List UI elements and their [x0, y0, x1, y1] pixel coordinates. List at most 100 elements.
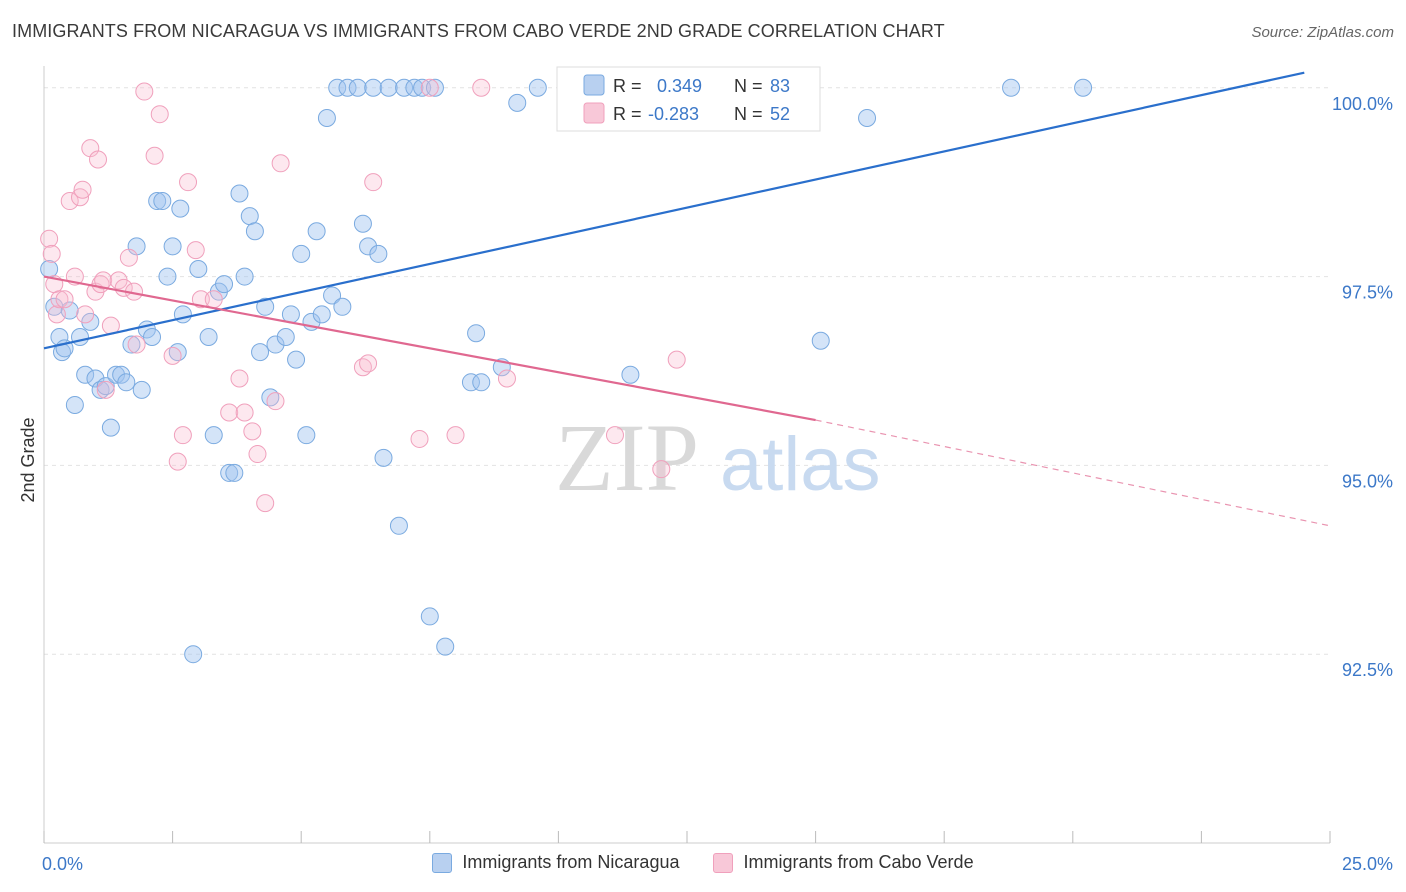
caboverde-point	[256, 494, 275, 513]
watermark-zip: ZIP	[555, 404, 699, 511]
nicaragua-point	[235, 267, 254, 286]
nicaragua-point	[230, 184, 249, 203]
legend-swatch-caboverde-bottom	[713, 852, 734, 873]
caboverde-point	[497, 369, 516, 388]
nicaragua-point	[1074, 78, 1093, 97]
chart-title: IMMIGRANTS FROM NICARAGUA VS IMMIGRANTS …	[12, 21, 945, 41]
legend-r-label-1: R =	[613, 76, 642, 96]
watermark-atlas: atlas	[720, 422, 881, 507]
y-tick-label: 97.5%	[1342, 283, 1393, 303]
caboverde-point	[667, 350, 686, 369]
caboverde-point	[271, 154, 290, 173]
caboverde-point	[55, 290, 74, 309]
nicaragua-point	[86, 369, 105, 388]
nicaragua-point	[199, 327, 218, 346]
caboverde-point	[135, 82, 154, 101]
legend-r-label-2: R =	[613, 104, 642, 124]
nicaragua-point	[189, 260, 208, 279]
nicaragua-point	[122, 335, 141, 354]
nicaragua-point	[374, 448, 393, 467]
legend-swatch-nicaragua	[583, 74, 605, 96]
caboverde-point	[186, 241, 205, 260]
nicaragua-point	[292, 244, 311, 263]
legend-box: R = 0.349 N = 83 R = -0.283 N = 52	[556, 66, 821, 132]
nicaragua-point	[266, 335, 285, 354]
nicaragua-point	[472, 373, 491, 392]
caboverde-point	[127, 335, 146, 354]
nicaragua-point	[307, 222, 326, 241]
nicaragua-point	[811, 331, 830, 350]
nicaragua-point	[348, 78, 367, 97]
nicaragua-point	[425, 78, 444, 97]
nicaragua-point	[96, 377, 115, 396]
legend-n-label-2: N =	[734, 104, 763, 124]
caboverde-point	[230, 369, 249, 388]
caboverde-point	[472, 78, 491, 97]
nicaragua-point	[369, 244, 388, 263]
caboverde-point	[173, 426, 192, 445]
nicaragua-point	[251, 343, 270, 362]
caboverde-point	[266, 392, 285, 411]
nicaragua-point	[359, 237, 378, 256]
nicaragua-point	[287, 350, 306, 369]
nicaragua-point	[71, 327, 90, 346]
caboverde-point	[96, 380, 115, 399]
nicaragua-point	[107, 365, 126, 384]
caboverde-point	[71, 188, 90, 207]
nicaragua-point	[528, 78, 547, 97]
legend-r-value-1: 0.349	[657, 76, 702, 96]
source-label: Source: ZipAtlas.com	[1251, 24, 1394, 41]
nicaragua-point	[153, 192, 172, 211]
caboverde-point	[168, 452, 187, 471]
nicaragua-point	[143, 327, 162, 346]
caboverde-point	[235, 403, 254, 422]
nicaragua-point	[1002, 78, 1021, 97]
legend-r-value-2: -0.283	[648, 104, 699, 124]
caboverde-point	[248, 445, 267, 464]
nicaragua-point	[215, 275, 234, 294]
nicaragua-point	[65, 395, 84, 414]
nicaragua-point	[204, 426, 223, 445]
caboverde-point	[420, 78, 439, 97]
legend-item-nicaragua: Immigrants from Nicaragua	[432, 852, 679, 873]
nicaragua-point	[76, 365, 95, 384]
nicaragua-point	[328, 78, 347, 97]
caboverde-point	[145, 146, 164, 165]
x-tick-label-max: 25.0%	[1342, 854, 1393, 874]
nicaragua-point	[621, 365, 640, 384]
legend-swatch-caboverde	[583, 102, 605, 124]
bottom-legend: Immigrants from Nicaragua Immigrants fro…	[0, 852, 1406, 873]
caboverde-point	[60, 192, 79, 211]
legend-label-caboverde: Immigrants from Cabo Verde	[743, 852, 974, 872]
nicaragua-point	[158, 267, 177, 286]
caboverde-point	[605, 426, 624, 445]
nicaragua-point	[184, 645, 203, 664]
nicaragua-point	[297, 426, 316, 445]
nicaragua-point	[395, 78, 414, 97]
axes	[43, 66, 1331, 844]
caboverde-point	[446, 426, 465, 445]
legend-label-nicaragua: Immigrants from Nicaragua	[462, 852, 680, 872]
nicaragua-point	[276, 327, 295, 346]
nicaragua-point	[240, 207, 259, 226]
nicaragua-point	[333, 297, 352, 316]
nicaragua-point	[225, 463, 244, 482]
nicaragua-point	[312, 305, 331, 324]
nicaragua-point	[858, 108, 877, 127]
nicaragua-point	[148, 192, 167, 211]
legend-swatch-nicaragua-bottom	[432, 852, 453, 873]
caboverde-point	[73, 180, 92, 199]
trendline-nicaragua	[43, 71, 1305, 350]
nicaragua-point	[461, 373, 480, 392]
nicaragua-point	[508, 93, 527, 112]
nicaragua-point	[163, 237, 182, 256]
nicaragua-point	[323, 286, 342, 305]
nicaragua-point	[245, 222, 264, 241]
caboverde-point	[94, 271, 113, 290]
nicaragua-point	[117, 373, 136, 392]
legend-n-value-1: 83	[770, 76, 790, 96]
nicaragua-point	[364, 78, 383, 97]
caboverde-point	[150, 105, 169, 124]
nicaragua-point	[379, 78, 398, 97]
